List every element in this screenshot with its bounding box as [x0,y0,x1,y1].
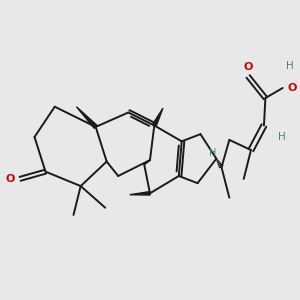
Text: H: H [209,148,217,158]
Text: H: H [278,132,286,142]
Text: O: O [5,174,15,184]
Text: H: H [286,61,293,70]
Polygon shape [130,192,150,195]
Text: O: O [288,83,297,93]
Polygon shape [152,108,163,126]
Text: O: O [243,62,253,72]
Polygon shape [76,107,97,128]
